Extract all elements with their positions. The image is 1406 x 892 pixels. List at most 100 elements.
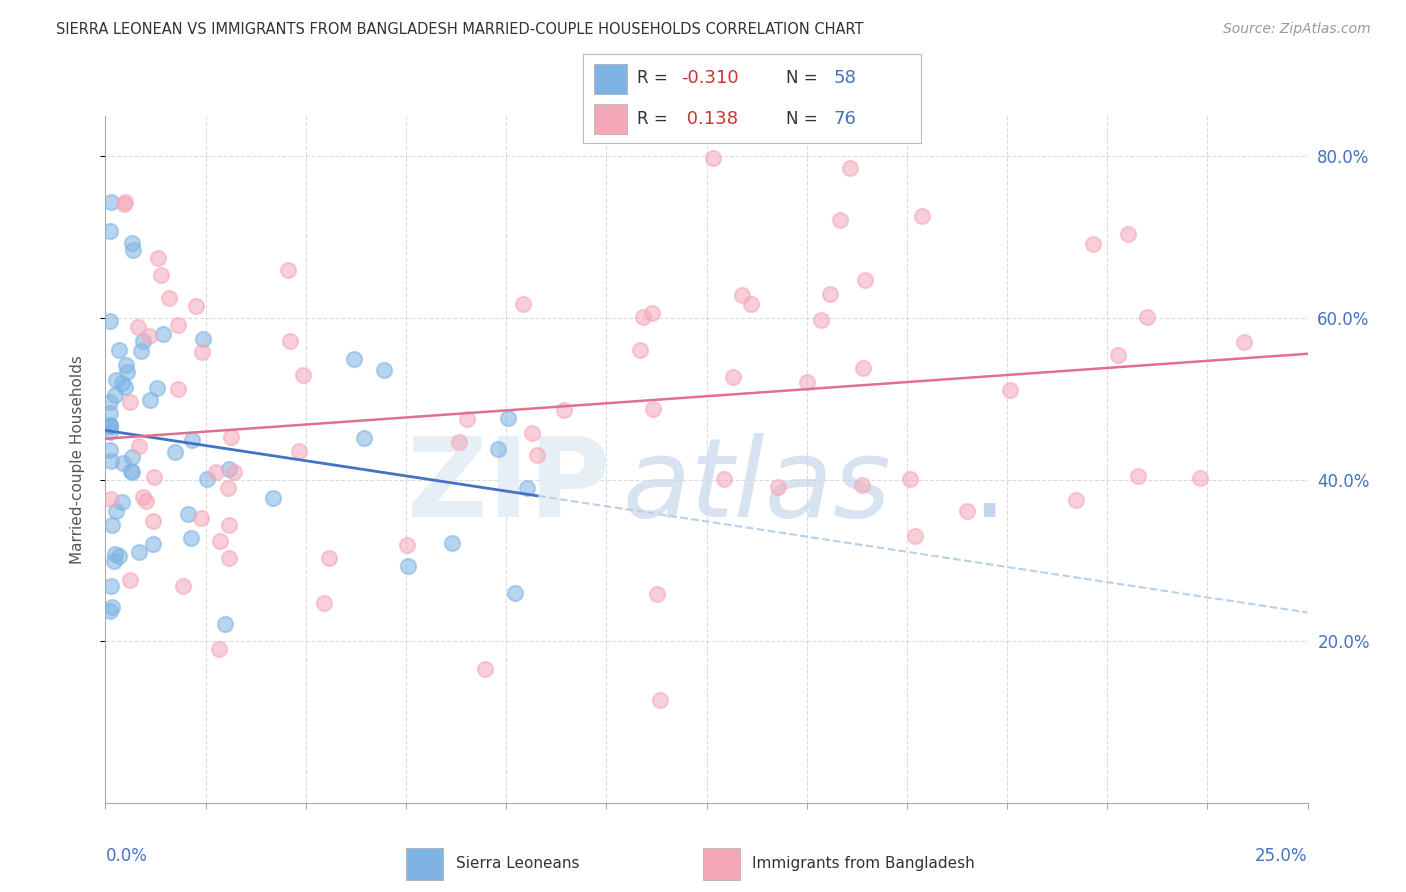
Point: [167, 318, 190, 332]
Point: [176, 507, 198, 521]
Point: [898, 472, 921, 486]
Point: [396, 558, 419, 573]
Point: [101, 599, 124, 614]
Point: [740, 296, 762, 310]
Point: [1064, 492, 1087, 507]
Point: [353, 431, 375, 445]
Point: [553, 403, 575, 417]
Text: N =: N =: [786, 70, 823, 87]
Point: [101, 517, 124, 532]
Point: [100, 454, 122, 468]
Point: [103, 554, 125, 568]
Point: [149, 268, 172, 282]
Point: [496, 410, 519, 425]
Point: [157, 291, 180, 305]
Point: [956, 503, 979, 517]
Point: [181, 433, 204, 447]
Point: [820, 286, 842, 301]
Point: [112, 197, 135, 211]
Point: [98, 443, 121, 458]
Point: [115, 358, 138, 372]
Point: [143, 469, 166, 483]
Point: [120, 464, 142, 478]
Text: Immigrants from Bangladesh: Immigrants from Bangladesh: [752, 855, 976, 871]
Text: .: .: [972, 434, 1007, 541]
Text: SIERRA LEONEAN VS IMMIGRANTS FROM BANGLADESH MARRIED-COUPLE HOUSEHOLDS CORRELATI: SIERRA LEONEAN VS IMMIGRANTS FROM BANGLA…: [56, 22, 863, 37]
Point: [121, 243, 143, 257]
Text: N =: N =: [786, 110, 823, 128]
Point: [180, 531, 202, 545]
Point: [641, 402, 664, 417]
Text: 76: 76: [834, 110, 856, 128]
Text: ZIP: ZIP: [406, 434, 610, 541]
Point: [98, 406, 121, 420]
Point: [100, 491, 122, 506]
Point: [120, 395, 142, 409]
Point: [104, 388, 127, 402]
Point: [1189, 471, 1212, 485]
Point: [851, 477, 873, 491]
Point: [121, 465, 143, 479]
Point: [721, 369, 744, 384]
Point: [456, 411, 478, 425]
Point: [98, 418, 121, 433]
Point: [262, 491, 284, 505]
Point: [810, 312, 832, 326]
Point: [515, 481, 537, 495]
Point: [218, 517, 240, 532]
Point: [128, 545, 150, 559]
Point: [631, 310, 654, 325]
Point: [98, 604, 121, 618]
Point: [104, 504, 127, 518]
Y-axis label: Married-couple Households: Married-couple Households: [70, 355, 84, 564]
FancyBboxPatch shape: [593, 104, 627, 134]
Point: [98, 417, 121, 432]
Point: [142, 514, 165, 528]
Point: [288, 444, 311, 458]
Point: [702, 151, 724, 165]
FancyBboxPatch shape: [406, 848, 443, 880]
Point: [278, 334, 301, 348]
Point: [218, 462, 240, 476]
Text: 25.0%: 25.0%: [1256, 847, 1308, 865]
Point: [121, 450, 143, 465]
Point: [111, 494, 134, 508]
Point: [998, 383, 1021, 397]
Point: [486, 442, 509, 456]
Point: [1081, 236, 1104, 251]
Point: [373, 363, 395, 377]
Point: [114, 379, 136, 393]
FancyBboxPatch shape: [703, 848, 740, 880]
Point: [114, 195, 136, 210]
Text: R =: R =: [637, 110, 673, 128]
Point: [98, 314, 121, 328]
Point: [277, 262, 299, 277]
Point: [217, 481, 239, 495]
Point: [1116, 227, 1139, 241]
Text: 0.138: 0.138: [682, 110, 738, 128]
Text: -0.310: -0.310: [682, 70, 740, 87]
Point: [152, 326, 174, 341]
Point: [1107, 348, 1129, 362]
Point: [190, 511, 212, 525]
Point: [111, 376, 134, 390]
Point: [1128, 468, 1150, 483]
Point: [1136, 310, 1159, 325]
Point: [839, 161, 862, 176]
Point: [98, 395, 121, 409]
Point: [650, 693, 672, 707]
Point: [98, 418, 121, 433]
Point: [172, 579, 194, 593]
Point: [163, 445, 186, 459]
FancyBboxPatch shape: [593, 64, 627, 94]
Point: [195, 472, 218, 486]
Point: [630, 343, 652, 358]
Point: [503, 585, 526, 599]
Point: [224, 465, 246, 479]
Point: [115, 365, 138, 379]
Text: Source: ZipAtlas.com: Source: ZipAtlas.com: [1223, 22, 1371, 37]
Point: [98, 425, 121, 439]
Point: [129, 344, 152, 359]
Point: [107, 549, 129, 564]
Point: [828, 213, 851, 227]
